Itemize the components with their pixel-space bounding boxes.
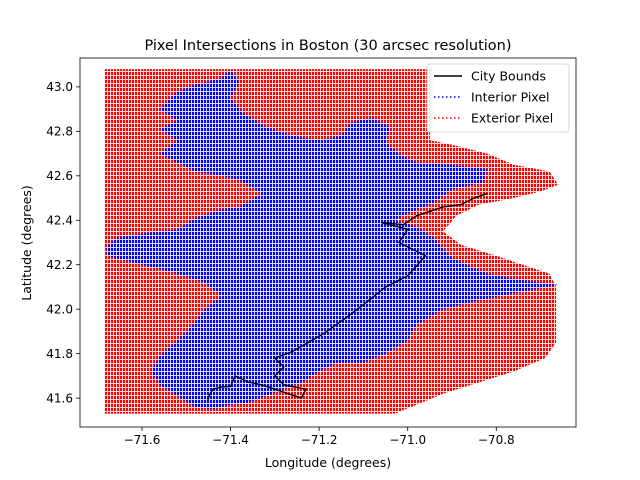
y-axis: 41.6 41.8 42.0 42.2 42.4 42.6 42.8 43.0 [46,80,80,405]
plot-area [104,69,559,414]
legend: City Bounds Interior Pixel Exterior Pixe… [426,63,570,133]
y-tick-label: 42.8 [46,125,73,139]
x-tick-label: −71.0 [389,433,426,447]
x-tick-label: −71.4 [212,433,249,447]
y-tick-label: 42.2 [46,258,73,272]
x-tick-label: −70.8 [478,433,515,447]
y-tick-label: 43.0 [46,80,73,94]
y-tick-label: 42.0 [46,302,73,316]
y-tick-label: 41.6 [46,391,73,405]
y-axis-label: Latitude (degrees) [19,185,34,301]
x-tick-label: −71.2 [301,433,338,447]
x-tick-label: −71.6 [124,433,161,447]
x-axis-label: Longitude (degrees) [265,455,391,470]
legend-box [426,63,570,133]
x-axis: −71.6 −71.4 −71.2 −71.0 −70.8 [124,427,515,447]
y-tick-label: 42.6 [46,169,73,183]
interior-pixel-region-0 [106,69,559,410]
y-tick-label: 42.4 [46,214,73,228]
axes-frame [79,57,577,428]
chart-title: Pixel Intersections in Boston (30 arcsec… [144,38,511,54]
y-tick-label: 41.8 [46,347,73,361]
legend-label-interior-pixel: Interior Pixel [471,90,550,105]
legend-label-city-bounds: City Bounds [471,69,546,84]
legend-label-exterior-pixel: Exterior Pixel [471,111,553,126]
city-bounds-line [206,192,488,402]
